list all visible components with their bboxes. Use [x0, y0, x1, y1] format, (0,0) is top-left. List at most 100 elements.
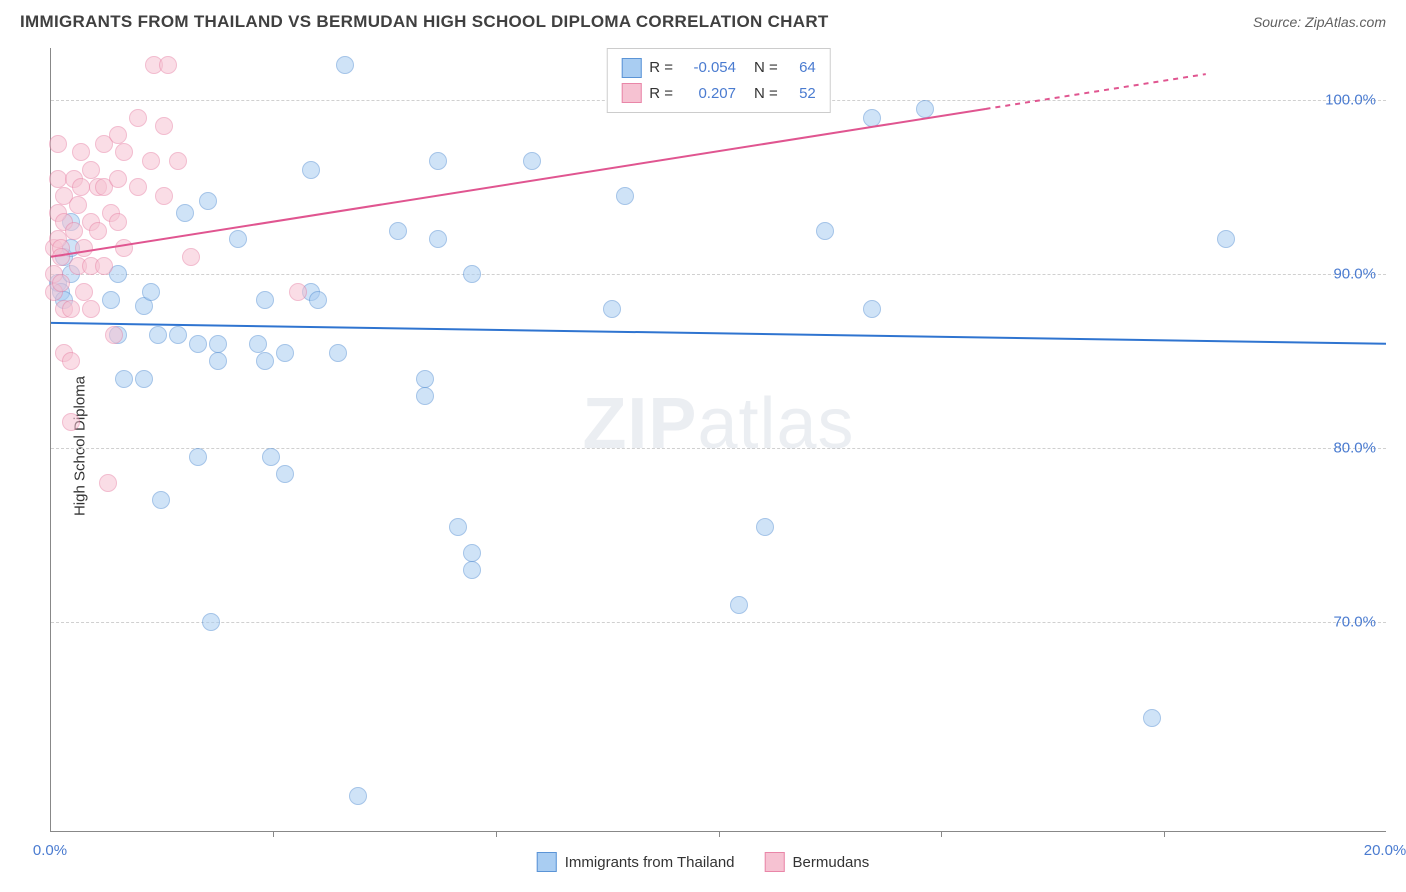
- data-point: [62, 300, 80, 318]
- x-tick: [496, 831, 497, 837]
- data-point: [49, 135, 67, 153]
- data-point: [176, 204, 194, 222]
- legend-swatch: [765, 852, 785, 872]
- data-point: [256, 291, 274, 309]
- data-point: [62, 352, 80, 370]
- data-point: [109, 126, 127, 144]
- data-point: [75, 239, 93, 257]
- x-tick-label: 0.0%: [33, 842, 67, 859]
- y-tick-label: 70.0%: [1333, 614, 1376, 631]
- gridline: [51, 274, 1386, 275]
- data-point: [152, 491, 170, 509]
- x-tick-label: 20.0%: [1364, 842, 1406, 859]
- n-value: 52: [786, 81, 816, 107]
- legend-item: Immigrants from Thailand: [537, 852, 735, 872]
- gridline: [51, 448, 1386, 449]
- data-point: [69, 196, 87, 214]
- data-point: [159, 56, 177, 74]
- data-point: [463, 561, 481, 579]
- data-point: [115, 370, 133, 388]
- data-point: [276, 465, 294, 483]
- x-tick: [719, 831, 720, 837]
- data-point: [169, 326, 187, 344]
- data-point: [616, 187, 634, 205]
- data-point: [262, 448, 280, 466]
- r-value: 0.207: [681, 81, 736, 107]
- data-point: [115, 143, 133, 161]
- data-point: [523, 152, 541, 170]
- data-point: [52, 274, 70, 292]
- data-point: [155, 187, 173, 205]
- data-point: [229, 230, 247, 248]
- data-point: [182, 248, 200, 266]
- data-point: [756, 518, 774, 536]
- x-tick: [941, 831, 942, 837]
- data-point: [52, 248, 70, 266]
- data-point: [416, 370, 434, 388]
- scatter-chart: ZIPatlas R =-0.054N =64R =0.207N =52 70.…: [50, 48, 1386, 832]
- data-point: [209, 335, 227, 353]
- data-point: [309, 291, 327, 309]
- data-point: [863, 109, 881, 127]
- data-point: [730, 596, 748, 614]
- n-value: 64: [786, 55, 816, 81]
- y-tick-label: 90.0%: [1333, 266, 1376, 283]
- watermark-text: ZIPatlas: [582, 383, 854, 465]
- data-point: [75, 283, 93, 301]
- data-point: [62, 413, 80, 431]
- data-point: [199, 192, 217, 210]
- data-point: [99, 474, 117, 492]
- legend-item: Bermudans: [765, 852, 870, 872]
- data-point: [72, 143, 90, 161]
- data-point: [416, 387, 434, 405]
- source-attribution: Source: ZipAtlas.com: [1253, 14, 1386, 30]
- data-point: [109, 213, 127, 231]
- r-label: R =: [649, 81, 673, 107]
- data-point: [449, 518, 467, 536]
- data-point: [115, 239, 133, 257]
- data-point: [463, 265, 481, 283]
- data-point: [1217, 230, 1235, 248]
- data-point: [82, 300, 100, 318]
- n-label: N =: [754, 81, 778, 107]
- data-point: [102, 291, 120, 309]
- data-point: [863, 300, 881, 318]
- data-point: [463, 544, 481, 562]
- data-point: [89, 222, 107, 240]
- r-label: R =: [649, 55, 673, 81]
- data-point: [349, 787, 367, 805]
- legend-row: R = 0.207 N = 52: [621, 81, 816, 107]
- data-point: [142, 152, 160, 170]
- data-point: [49, 170, 67, 188]
- trend-lines: [51, 48, 1386, 831]
- data-point: [276, 344, 294, 362]
- data-point: [149, 326, 167, 344]
- data-point: [429, 152, 447, 170]
- chart-title: IMMIGRANTS FROM THAILAND VS BERMUDAN HIG…: [20, 12, 829, 32]
- data-point: [105, 326, 123, 344]
- data-point: [389, 222, 407, 240]
- data-point: [816, 222, 834, 240]
- data-point: [916, 100, 934, 118]
- legend-swatch: [537, 852, 557, 872]
- data-point: [189, 335, 207, 353]
- data-point: [289, 283, 307, 301]
- correlation-legend: R =-0.054N =64R =0.207N =52: [606, 48, 831, 113]
- data-point: [129, 109, 147, 127]
- x-tick: [1164, 831, 1165, 837]
- data-point: [155, 117, 173, 135]
- data-point: [135, 370, 153, 388]
- data-point: [169, 152, 187, 170]
- data-point: [142, 283, 160, 301]
- data-point: [603, 300, 621, 318]
- x-tick: [273, 831, 274, 837]
- legend-label: Immigrants from Thailand: [565, 854, 735, 871]
- n-label: N =: [754, 55, 778, 81]
- legend-swatch: [621, 58, 641, 78]
- data-point: [1143, 709, 1161, 727]
- data-point: [302, 161, 320, 179]
- data-point: [429, 230, 447, 248]
- legend-swatch: [621, 83, 641, 103]
- data-point: [72, 178, 90, 196]
- legend-label: Bermudans: [793, 854, 870, 871]
